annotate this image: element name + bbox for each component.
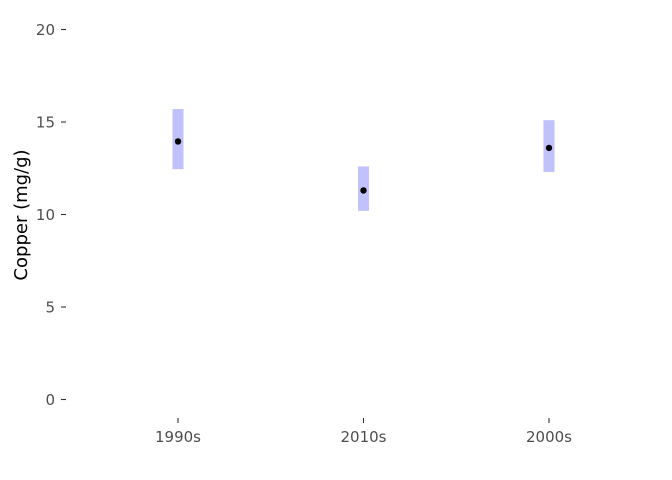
y-tick-label: 20 xyxy=(36,21,55,39)
x-axis: 1990s 2010s 2000s xyxy=(155,418,572,446)
y-tick-label: 10 xyxy=(36,206,55,224)
data-point xyxy=(174,138,182,145)
x-tick-label: 2010s xyxy=(341,428,387,446)
y-axis-title: Copper (mg/g) xyxy=(11,149,32,280)
plot-marks xyxy=(172,109,555,211)
x-tick-label: 2000s xyxy=(526,428,572,446)
y-axis: 0 5 10 15 20 xyxy=(36,21,66,409)
y-tick-label: 5 xyxy=(45,299,55,317)
x-tick-label: 1990s xyxy=(155,428,201,446)
data-point xyxy=(545,144,553,152)
y-tick-label: 0 xyxy=(45,391,55,409)
data-point xyxy=(360,187,367,194)
y-tick-label: 15 xyxy=(36,114,55,132)
